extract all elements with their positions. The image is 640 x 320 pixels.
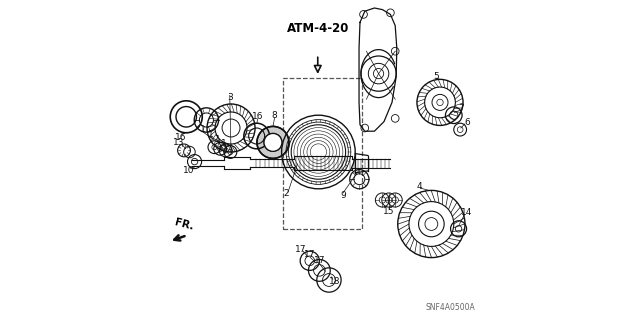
Text: 8: 8	[272, 111, 277, 120]
Text: 1: 1	[215, 135, 220, 144]
Text: 1: 1	[221, 140, 227, 148]
Text: 10: 10	[183, 166, 195, 175]
Text: 16: 16	[175, 133, 186, 142]
Text: 17: 17	[314, 256, 325, 265]
Text: 6: 6	[465, 118, 470, 127]
Text: 17: 17	[304, 250, 316, 259]
Text: 1: 1	[208, 130, 213, 139]
Bar	[283, 78, 362, 229]
Text: 13: 13	[173, 138, 185, 147]
Circle shape	[257, 126, 289, 158]
Circle shape	[264, 133, 282, 151]
Text: 9: 9	[340, 191, 346, 200]
Text: 4: 4	[417, 182, 422, 191]
Text: 16: 16	[252, 112, 263, 121]
Text: 1: 1	[200, 125, 206, 134]
Text: ATM-4-20: ATM-4-20	[287, 22, 349, 35]
Text: 2: 2	[284, 189, 289, 198]
Text: 15: 15	[383, 207, 394, 216]
Text: SNF4A0500A: SNF4A0500A	[426, 303, 475, 312]
Text: 5: 5	[433, 72, 438, 81]
Text: 17: 17	[295, 245, 307, 254]
Text: 14: 14	[461, 208, 472, 217]
Text: 18: 18	[329, 277, 340, 286]
Text: FR.: FR.	[173, 217, 195, 232]
Text: 3: 3	[227, 93, 232, 102]
Text: 7: 7	[459, 104, 464, 113]
